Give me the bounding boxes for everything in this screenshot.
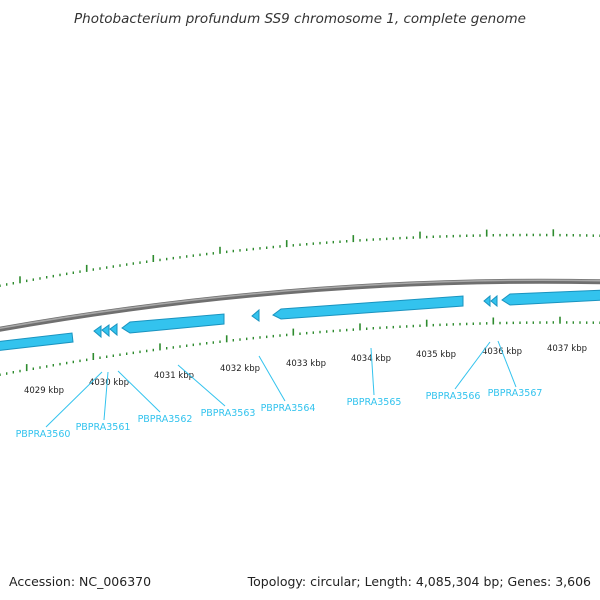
ruler-label: 4029 kbp	[24, 386, 64, 396]
gene-features	[0, 289, 600, 351]
gene-arrow[interactable]	[251, 308, 260, 322]
ruler-label: 4035 kbp	[416, 350, 456, 360]
gene-label[interactable]: PBPRA3563	[201, 408, 256, 419]
ruler-label: 4030 kbp	[89, 378, 129, 388]
gene-label[interactable]: PBPRA3561	[76, 422, 131, 433]
ruler-label: 4034 kbp	[351, 354, 391, 364]
gene-label[interactable]: PBPRA3562	[138, 414, 193, 425]
gene-arrow[interactable]	[0, 332, 74, 351]
gene-arrow[interactable]	[501, 289, 600, 306]
inner-tick-ring	[0, 316, 600, 376]
ruler-label: 4031 kbp	[154, 371, 194, 381]
ruler-label: 4037 kbp	[547, 344, 587, 354]
ruler-label: 4032 kbp	[220, 364, 260, 374]
gene-label[interactable]: PBPRA3565	[347, 397, 402, 408]
chromosome-backbone-highlight	[0, 279, 600, 329]
genome-summary-text: Topology: circular; Length: 4,085,304 bp…	[247, 574, 591, 589]
gene-label-leaders	[45, 340, 517, 428]
map-title: Photobacterium profundum SS9 chromosome …	[74, 11, 526, 27]
gene-label[interactable]: PBPRA3566	[426, 391, 481, 402]
gene-arrow[interactable]	[490, 294, 498, 308]
chromosome-backbone	[0, 278, 600, 332]
gene-arrow[interactable]	[121, 313, 225, 334]
gene-label[interactable]: PBPRA3567	[488, 388, 543, 399]
outer-tick-ring	[0, 229, 600, 287]
gene-arrow[interactable]	[109, 323, 118, 337]
gene-arrow[interactable]	[272, 295, 464, 320]
gene-labels: PBPRA3560 PBPRA3561 PBPRA3562 PBPRA3563 …	[16, 388, 543, 440]
gene-arrow[interactable]	[483, 294, 491, 308]
gene-label[interactable]: PBPRA3560	[16, 429, 71, 440]
gene-label[interactable]: PBPRA3564	[261, 403, 316, 414]
gene-arrow[interactable]	[101, 324, 110, 338]
gene-arrow[interactable]	[93, 325, 102, 339]
accession-text: Accession: NC_006370	[9, 574, 151, 589]
ruler-label: 4033 kbp	[286, 359, 326, 369]
